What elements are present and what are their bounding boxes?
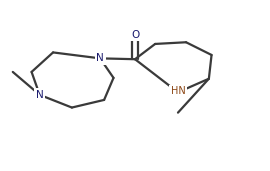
Text: HN: HN bbox=[171, 86, 185, 96]
Text: N: N bbox=[96, 53, 104, 63]
Text: N: N bbox=[36, 90, 43, 100]
Text: O: O bbox=[131, 30, 139, 40]
